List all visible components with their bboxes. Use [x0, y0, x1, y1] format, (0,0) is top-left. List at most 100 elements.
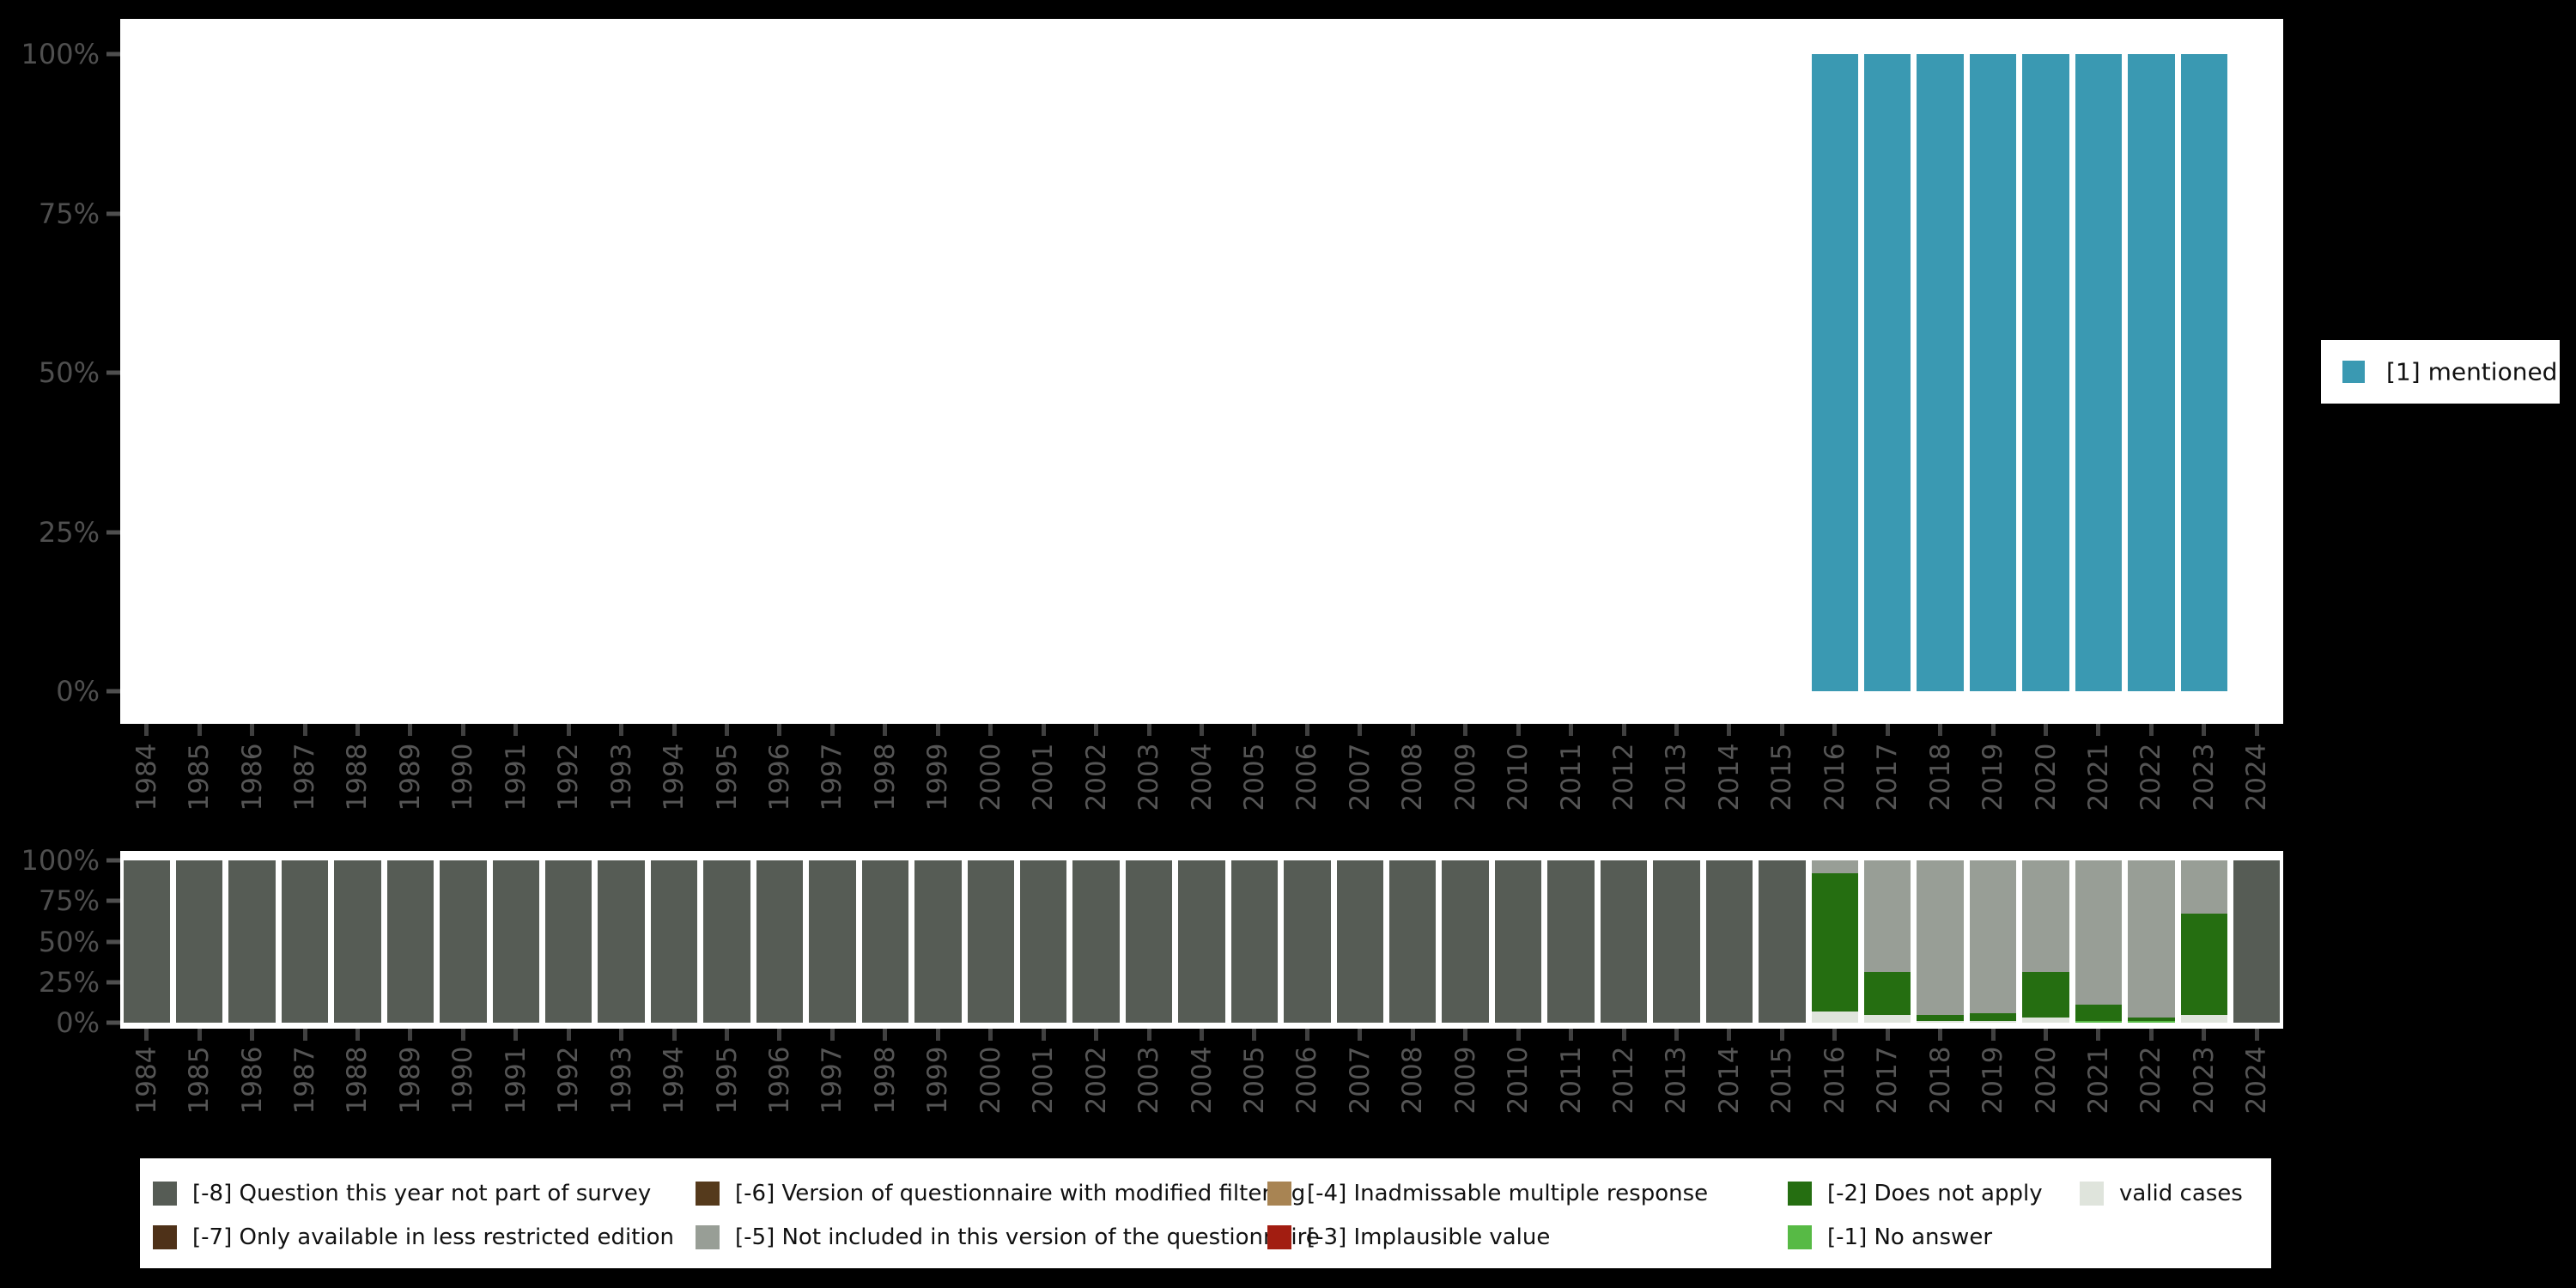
m8-swatch	[153, 1182, 177, 1206]
x-tick-label-1998: 1998	[869, 743, 901, 811]
x-tick-mark	[355, 724, 360, 736]
bar-segment-1987	[281, 860, 329, 1023]
x-tick-label-2013: 2013	[1661, 743, 1692, 811]
x-tick-label-2023: 2023	[2188, 743, 2220, 811]
x-tick-mark	[2202, 1029, 2207, 1041]
legend-label: valid cases	[2119, 1181, 2243, 1206]
x-tick-mark	[671, 724, 677, 736]
x-tick-mark	[2148, 1029, 2154, 1041]
bar-segment-1990	[440, 860, 487, 1023]
x-tick-mark	[1674, 1029, 1679, 1041]
bar-segment-1994	[650, 860, 698, 1023]
y-tick-label: 25%	[38, 965, 100, 999]
bar-segment-2017	[1863, 54, 1911, 691]
bar-segment-2007	[1336, 860, 1384, 1023]
x-tick-label-2001: 2001	[1028, 743, 1060, 811]
x-tick-mark	[883, 1029, 888, 1041]
x-tick-label-1990: 1990	[447, 1046, 479, 1115]
x-tick-mark	[935, 1029, 940, 1041]
x-tick-mark	[1674, 724, 1679, 736]
x-tick-mark	[1252, 1029, 1257, 1041]
y-tick-mark	[106, 689, 120, 694]
y-tick-mark	[106, 898, 120, 903]
x-tick-label-1988: 1988	[342, 1046, 374, 1115]
missing-values-legend: [-8] Question this year not part of surv…	[140, 1158, 2271, 1268]
x-tick-mark	[725, 724, 730, 736]
bar-segment-1984	[123, 860, 170, 1023]
x-tick-label-2023: 2023	[2188, 1046, 2220, 1115]
bar-segment-2004	[1178, 860, 1225, 1023]
x-tick-label-2010: 2010	[1503, 1046, 1534, 1115]
x-tick-label-2007: 2007	[1344, 743, 1376, 811]
x-tick-label-2021: 2021	[2082, 1046, 2114, 1115]
x-tick-label-2007: 2007	[1344, 1046, 1376, 1115]
x-tick-mark	[1358, 724, 1363, 736]
bar-segment-2017	[1863, 1014, 1911, 1023]
x-tick-label-1997: 1997	[817, 1046, 848, 1115]
y-tick-label: 0%	[56, 675, 100, 708]
m7-swatch	[153, 1225, 177, 1249]
x-tick-label-2002: 2002	[1080, 1046, 1112, 1115]
x-tick-label-1997: 1997	[817, 743, 848, 811]
bar-segment-2024	[2233, 860, 2281, 1023]
y-tick-label: 100%	[21, 844, 100, 877]
x-tick-label-2013: 2013	[1661, 1046, 1692, 1115]
x-tick-label-1985: 1985	[184, 743, 216, 811]
x-tick-mark	[144, 724, 149, 736]
x-tick-label-1995: 1995	[711, 743, 743, 811]
bar-segment-1988	[334, 860, 381, 1023]
bar-segment-2023	[2180, 860, 2228, 914]
x-tick-mark	[1569, 1029, 1574, 1041]
x-tick-label-2011: 2011	[1555, 743, 1587, 811]
bar-segment-2019	[1969, 1012, 2017, 1022]
x-tick-mark	[1832, 724, 1838, 736]
bar-segment-2023	[2180, 914, 2228, 1015]
x-tick-label-1991: 1991	[500, 1046, 532, 1115]
bar-segment-1999	[914, 860, 962, 1023]
x-tick-mark	[1832, 1029, 1838, 1041]
x-tick-label-1985: 1985	[184, 1046, 216, 1115]
x-tick-mark	[1146, 724, 1151, 736]
x-tick-mark	[1938, 1029, 1943, 1041]
y-tick-mark	[106, 370, 120, 375]
bar-segment-2002	[1072, 860, 1120, 1023]
x-tick-label-2008: 2008	[1397, 743, 1429, 811]
bar-segment-2020	[2022, 860, 2069, 973]
x-tick-label-1998: 1998	[869, 1046, 901, 1115]
x-tick-label-2016: 2016	[1819, 1046, 1850, 1115]
x-tick-mark	[2254, 1029, 2259, 1041]
bar-segment-2020	[2022, 54, 2069, 691]
x-tick-mark	[2096, 724, 2101, 736]
x-tick-label-2005: 2005	[1238, 743, 1270, 811]
bar-segment-2005	[1230, 860, 1279, 1023]
bar-segment-2006	[1284, 860, 1331, 1023]
x-tick-label-2002: 2002	[1080, 743, 1112, 811]
x-tick-mark	[883, 724, 888, 736]
legend-label: [-7] Only available in less restricted e…	[192, 1224, 675, 1250]
x-tick-mark	[1094, 1029, 1099, 1041]
legend-label: [-8] Question this year not part of surv…	[192, 1181, 652, 1206]
x-tick-mark	[2096, 1029, 2101, 1041]
bar-segment-2016	[1811, 1011, 1858, 1023]
x-tick-mark	[829, 1029, 835, 1041]
x-tick-label-1993: 1993	[605, 1046, 637, 1115]
x-tick-label-2017: 2017	[1872, 1046, 1904, 1115]
y-tick-label: 25%	[38, 515, 100, 549]
y-tick-label: 50%	[38, 925, 100, 958]
x-tick-label-1999: 1999	[922, 1046, 954, 1115]
x-tick-mark	[725, 1029, 730, 1041]
x-tick-mark	[1094, 724, 1099, 736]
bar-segment-2015	[1759, 860, 1806, 1023]
x-tick-mark	[777, 1029, 782, 1041]
x-tick-mark	[513, 724, 519, 736]
x-tick-mark	[566, 724, 571, 736]
x-tick-label-2000: 2000	[975, 1046, 1006, 1115]
bar-segment-2017	[1863, 860, 1911, 973]
bar-segment-2008	[1389, 860, 1437, 1023]
x-tick-label-2012: 2012	[1608, 1046, 1639, 1115]
x-tick-label-1992: 1992	[553, 743, 585, 811]
top-chart-plot-panel	[120, 19, 2283, 724]
bar-segment-2023	[2180, 1014, 2228, 1023]
x-tick-label-2004: 2004	[1186, 743, 1218, 811]
x-tick-label-2020: 2020	[2030, 1046, 2062, 1115]
